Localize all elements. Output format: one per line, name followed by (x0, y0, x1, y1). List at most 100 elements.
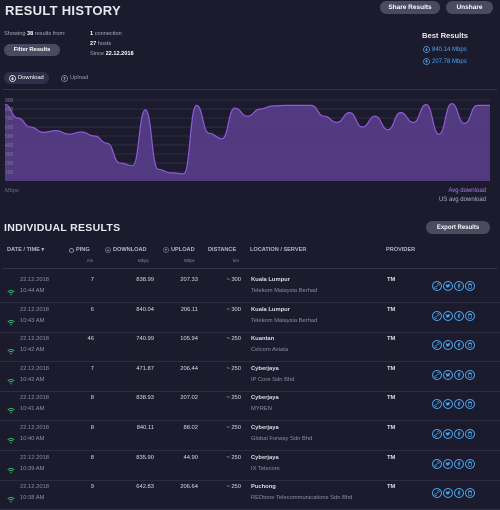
result-time: 10:42 AM (20, 376, 45, 383)
table-row[interactable]: 22.12.2018 10:44 AM 7 838.99 207.33 ~ 300 Kual… (0, 273, 500, 303)
result-date: 22.12.2018 (20, 425, 50, 431)
result-distance: ~ 300 (226, 277, 241, 283)
result-download: 838.93 (136, 395, 154, 402)
result-time: 10:41 AM (20, 406, 45, 413)
result-download: 838.99 (136, 277, 154, 283)
facebook-icon[interactable] (454, 369, 464, 380)
result-time: 10:39 AM (20, 465, 45, 472)
showing-summary: Showing 38 results from: (4, 31, 66, 37)
table-row[interactable]: 22.12.2018 10:43 AM 6 840.04 206.11 ~ 300 Kual… (0, 303, 500, 333)
row-actions (432, 429, 475, 439)
col-location[interactable]: LOCATION / SERVER (250, 247, 307, 253)
twitter-icon[interactable] (443, 369, 453, 380)
link-icon[interactable] (432, 488, 442, 499)
result-date: 22.12.2018 (20, 454, 50, 461)
table-row[interactable]: 22.12.2018 10:41 AM 8 838.93 207.02 ~ 250 Cybe… (0, 391, 500, 422)
result-upload: 207.02 (180, 395, 198, 402)
result-location: Cyberjaya (251, 395, 279, 402)
col-distance[interactable]: DISTANCE (208, 247, 237, 253)
table-row[interactable]: 22.12.2018 10:42 AM 46 740.99 105.94 ~ 250 Kua… (0, 332, 500, 363)
twitter-icon[interactable] (443, 399, 453, 410)
link-icon[interactable] (432, 281, 442, 291)
share-results-button[interactable]: Share Results (380, 1, 440, 14)
upload-icon (423, 58, 430, 65)
filter-results-button[interactable]: Filter Results (4, 44, 60, 56)
delete-icon[interactable] (465, 281, 475, 291)
delete-icon[interactable] (465, 340, 475, 351)
result-date: 22.12.2018 (20, 306, 50, 313)
header-divider (3, 268, 497, 269)
twitter-icon[interactable] (443, 429, 453, 439)
unshare-button[interactable]: Unshare (446, 1, 493, 14)
col-datetime[interactable]: DATE / TIME ▾ (7, 247, 45, 253)
link-icon[interactable] (432, 369, 442, 380)
link-icon[interactable] (432, 399, 442, 410)
row-actions (432, 399, 475, 410)
row-actions (432, 310, 475, 321)
tab-upload[interactable]: Upload (56, 72, 93, 84)
delete-icon[interactable] (465, 399, 475, 410)
table-row[interactable]: 22.12.2018 10:38 AM 9 642.83 206.64 ~ 250 Puch… (0, 480, 500, 510)
connections-summary: 1 connection 27 hosts Since 22.12.2018 (90, 31, 134, 57)
result-ping: 9 (90, 484, 94, 491)
result-upload: 105.94 (180, 336, 198, 343)
y-tick-label: 400 (5, 143, 14, 149)
result-ping: 7 (90, 277, 94, 283)
twitter-icon[interactable] (443, 281, 453, 291)
download-icon (9, 74, 16, 82)
result-distance: ~ 250 (226, 454, 241, 461)
col-provider[interactable]: PROVIDER (386, 247, 416, 253)
link-icon[interactable] (432, 458, 442, 469)
delete-icon[interactable] (465, 369, 475, 380)
result-location: Puchong (251, 484, 276, 491)
avg-download-line (4, 102, 490, 175)
delete-icon[interactable] (465, 458, 475, 469)
page-title: RESULT HISTORY (5, 3, 121, 18)
result-distance: ~ 250 (226, 395, 241, 402)
result-location: Cyberjaya (251, 425, 279, 431)
facebook-icon[interactable] (454, 281, 464, 291)
table-row[interactable]: 22.12.2018 10:40 AM 8 840.11 88.02 ~ 250 Cyber… (0, 421, 500, 451)
result-server: REDtone Telecommunications Sdn Bhd (251, 495, 353, 502)
twitter-icon[interactable] (443, 488, 453, 499)
y-tick-label: 200 (5, 161, 14, 167)
tab-divider (3, 89, 497, 90)
sort-down-icon: ▾ (41, 247, 45, 253)
result-time: 10:40 AM (20, 436, 45, 442)
col-download[interactable]: DOWNLOAD (105, 247, 147, 253)
facebook-icon[interactable] (454, 488, 464, 499)
result-server: IP Core Sdn Bhd (251, 376, 295, 383)
col-upload[interactable]: UPLOAD (163, 247, 195, 253)
facebook-icon[interactable] (454, 310, 464, 321)
twitter-icon[interactable] (443, 310, 453, 321)
link-icon[interactable] (432, 340, 442, 351)
row-actions (432, 369, 475, 380)
result-server: Telekom Malaysia Berhad (251, 317, 318, 324)
result-date: 22.12.2018 (20, 277, 50, 283)
facebook-icon[interactable] (454, 340, 464, 351)
link-icon[interactable] (432, 429, 442, 439)
delete-icon[interactable] (465, 310, 475, 321)
delete-icon[interactable] (465, 488, 475, 499)
twitter-icon[interactable] (443, 458, 453, 469)
facebook-icon[interactable] (454, 458, 464, 469)
y-tick-label: 900 (5, 98, 14, 104)
result-location: Kuala Lumpur (251, 306, 290, 313)
export-results-button[interactable]: Export Results (426, 221, 490, 234)
facebook-icon[interactable] (454, 429, 464, 439)
result-ping: 8 (90, 454, 94, 461)
tab-download[interactable]: Download (4, 72, 49, 84)
result-distance: ~ 300 (226, 306, 241, 313)
result-download: 642.83 (136, 484, 154, 491)
result-ping: 8 (90, 395, 94, 402)
result-distance: ~ 250 (226, 484, 241, 491)
link-icon[interactable] (432, 310, 442, 321)
facebook-icon[interactable] (454, 399, 464, 410)
table-row[interactable]: 22.12.2018 10:39 AM 8 835.90 44.90 ~ 250 Cyber… (0, 451, 500, 481)
y-tick-label: 700 (5, 116, 14, 122)
delete-icon[interactable] (465, 429, 475, 439)
table-row[interactable]: 22.12.2018 10:42 AM 7 471.87 206.44 ~ 250 Cybe… (0, 362, 500, 392)
col-ping[interactable]: PING (69, 247, 90, 253)
result-download: 840.11 (136, 425, 154, 431)
twitter-icon[interactable] (443, 340, 453, 351)
